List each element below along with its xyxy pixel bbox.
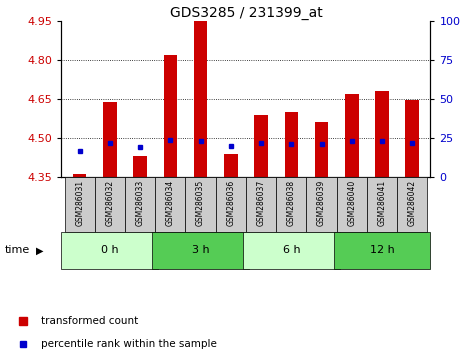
Text: time: time <box>5 245 30 256</box>
Bar <box>194 21 207 177</box>
Bar <box>216 177 246 232</box>
Text: GSM286034: GSM286034 <box>166 180 175 226</box>
Text: GSM286040: GSM286040 <box>347 180 356 226</box>
Bar <box>243 232 340 269</box>
Text: GSM286032: GSM286032 <box>105 180 114 226</box>
Bar <box>276 177 307 232</box>
Bar <box>367 177 397 232</box>
Text: GSM286041: GSM286041 <box>377 180 386 226</box>
Bar <box>152 232 249 269</box>
Title: GDS3285 / 231399_at: GDS3285 / 231399_at <box>170 6 322 20</box>
Text: 0 h: 0 h <box>101 245 119 256</box>
Text: GSM286039: GSM286039 <box>317 180 326 226</box>
Text: 6 h: 6 h <box>282 245 300 256</box>
Bar <box>64 177 95 232</box>
Bar <box>103 102 117 177</box>
Text: 3 h: 3 h <box>192 245 210 256</box>
Text: GSM286037: GSM286037 <box>256 180 265 226</box>
Bar <box>73 175 87 177</box>
Text: percentile rank within the sample: percentile rank within the sample <box>41 339 217 349</box>
Bar <box>397 177 428 232</box>
Bar <box>133 156 147 177</box>
Bar <box>333 232 430 269</box>
Bar <box>254 115 268 177</box>
Bar <box>375 91 389 177</box>
Text: ▶: ▶ <box>35 245 43 256</box>
Text: GSM286036: GSM286036 <box>227 180 236 226</box>
Text: transformed count: transformed count <box>41 316 138 326</box>
Text: GSM286031: GSM286031 <box>75 180 84 226</box>
Bar <box>61 232 158 269</box>
Text: GSM286038: GSM286038 <box>287 180 296 226</box>
Bar <box>337 177 367 232</box>
Bar <box>307 177 337 232</box>
Bar <box>125 177 155 232</box>
Bar <box>405 101 419 177</box>
Bar <box>345 94 359 177</box>
Bar <box>164 55 177 177</box>
Bar <box>155 177 185 232</box>
Bar <box>95 177 125 232</box>
Bar <box>315 122 328 177</box>
Bar <box>285 112 298 177</box>
Text: GSM286033: GSM286033 <box>136 180 145 226</box>
Bar <box>246 177 276 232</box>
Text: GSM286042: GSM286042 <box>408 180 417 226</box>
Bar <box>224 154 237 177</box>
Bar <box>185 177 216 232</box>
Text: GSM286035: GSM286035 <box>196 180 205 226</box>
Text: 12 h: 12 h <box>370 245 394 256</box>
